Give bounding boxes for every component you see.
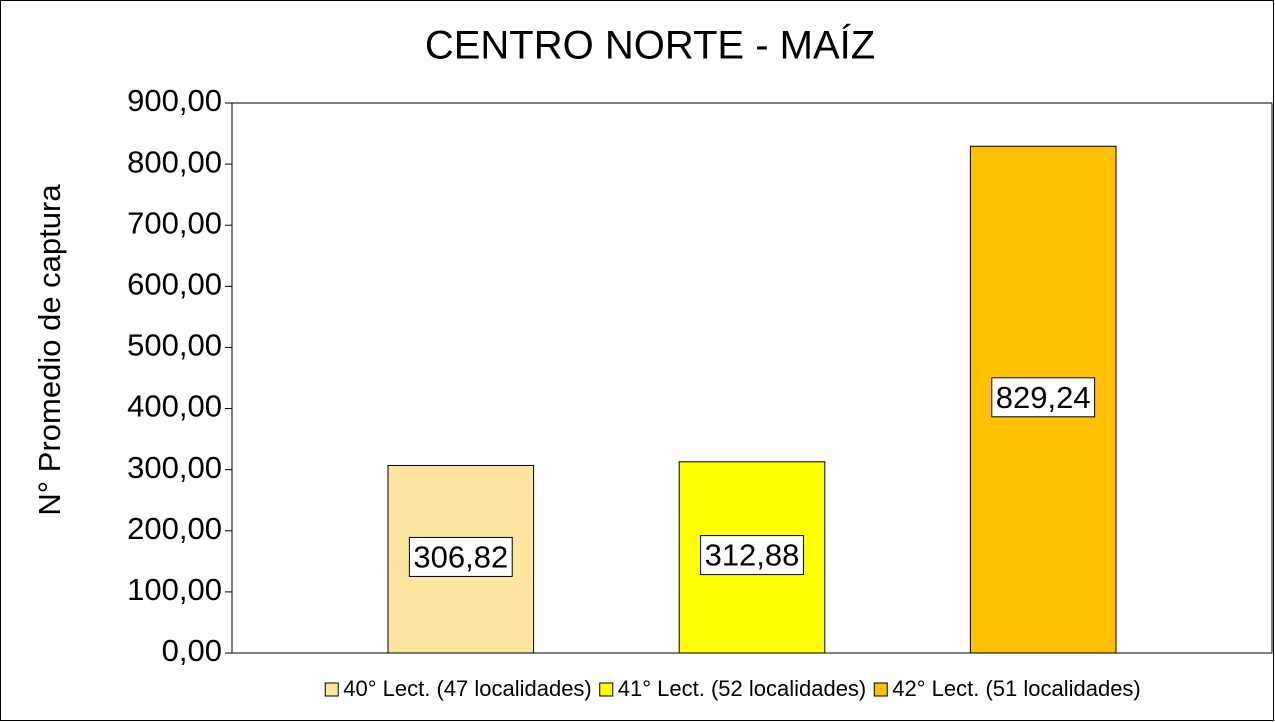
y-tick-label: 700,00 xyxy=(127,205,222,240)
legend-swatch xyxy=(599,682,614,697)
y-tick-label: 800,00 xyxy=(127,144,222,179)
y-tick-label: 600,00 xyxy=(127,267,222,302)
y-tick-label: 200,00 xyxy=(127,511,222,546)
data-label-box xyxy=(991,377,1096,418)
y-tick-label: 400,00 xyxy=(127,389,222,424)
legend-swatch xyxy=(873,682,888,697)
legend-label: 40° Lect. (47 localidades) xyxy=(343,676,592,701)
y-tick-label: 500,00 xyxy=(127,328,222,363)
legend-swatch xyxy=(324,682,339,697)
chart-title: CENTRO NORTE - MAÍZ xyxy=(425,23,875,68)
legend-label: 42° Lect. (51 localidades) xyxy=(892,676,1141,701)
data-label-box xyxy=(408,536,513,577)
y-tick-label: 100,00 xyxy=(127,572,222,607)
y-tick-label: 0,00 xyxy=(162,633,222,668)
data-label-box xyxy=(700,535,804,576)
y-tick-label: 300,00 xyxy=(127,450,222,485)
legend-label: 41° Lect. (52 localidades) xyxy=(618,676,867,701)
y-tick-label: 900,00 xyxy=(127,83,222,118)
data-label: 312,88 xyxy=(705,538,800,573)
data-label: 829,24 xyxy=(996,380,1091,415)
data-label: 306,82 xyxy=(413,539,508,574)
y-axis-label: N° Promedio de captura xyxy=(32,184,67,516)
